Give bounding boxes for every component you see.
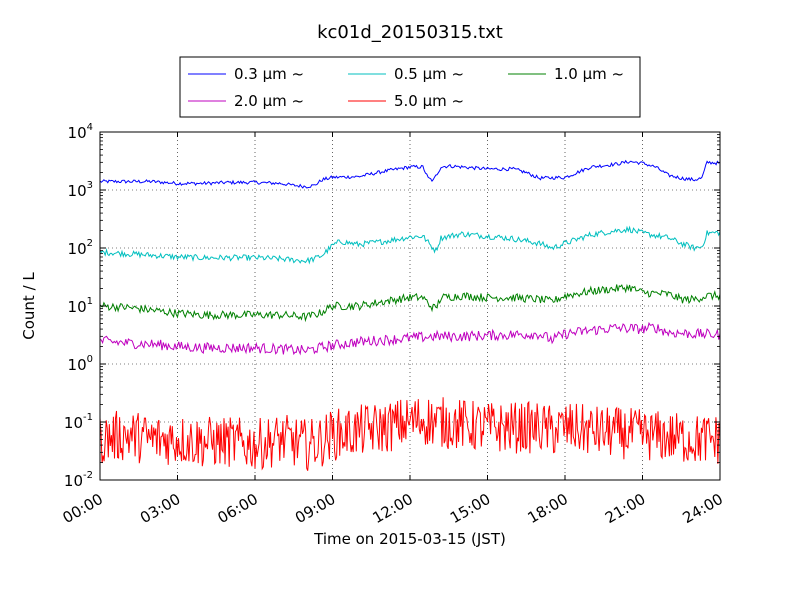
legend-entry: 5.0 μm ~ [348, 92, 464, 110]
y-tick-label: 100 [68, 354, 93, 374]
series-line [99, 397, 721, 471]
legend-entry: 1.0 μm ~ [508, 65, 624, 83]
legend-entry: 0.5 μm ~ [348, 65, 464, 83]
x-tick-label: 21:00 [602, 490, 648, 527]
legend-label: 0.3 μm ~ [234, 65, 304, 83]
x-tick-label: 03:00 [137, 490, 183, 527]
series-line [99, 225, 721, 265]
x-tick-label: 12:00 [370, 490, 416, 527]
legend-label: 5.0 μm ~ [394, 92, 464, 110]
x-tick-label: 06:00 [215, 490, 261, 527]
y-tick-label: 104 [68, 122, 93, 142]
x-tick-label: 09:00 [292, 490, 338, 527]
x-tick-label: 15:00 [447, 490, 493, 527]
y-tick-label: 101 [68, 296, 93, 316]
legend-entry: 0.3 μm ~ [188, 65, 304, 83]
series-layer [99, 159, 721, 471]
x-tick-label: 00:00 [60, 490, 106, 527]
series-line [99, 321, 721, 356]
y-tick-label: 103 [68, 180, 93, 200]
series-line [99, 159, 721, 189]
y-tick-label: 10-1 [64, 412, 93, 432]
y-tick-label: 102 [68, 238, 93, 258]
legend-entry: 2.0 μm ~ [188, 92, 304, 110]
legend: 0.3 μm ~ 0.5 μm ~ 1.0 μm ~ 2.0 μm ~ 5.0 μm ~ [179, 56, 641, 118]
y-tick-label: 10-2 [64, 470, 93, 490]
legend-label: 1.0 μm ~ [554, 65, 624, 83]
x-axis-label: Time on 2015-03-15 (JST) [313, 530, 506, 548]
x-tick-label: 18:00 [525, 490, 571, 527]
y-axis: 10-2 10-1 100 101 102 103 104 [64, 122, 720, 490]
legend-label: 2.0 μm ~ [234, 92, 304, 110]
legend-frame [179, 56, 641, 118]
grid [99, 132, 721, 480]
y-axis-label: Count / L [20, 272, 38, 340]
legend-label: 0.5 μm ~ [394, 65, 464, 83]
series-line [99, 283, 721, 323]
chart-title: kc01d_20150315.txt [317, 22, 503, 43]
x-tick-label: 24:00 [680, 490, 726, 527]
